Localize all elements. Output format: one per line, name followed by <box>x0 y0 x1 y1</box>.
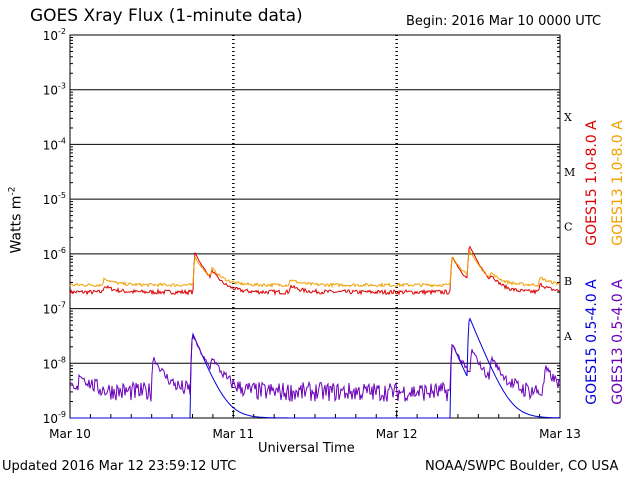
x-tick-label: Mar 11 <box>212 427 254 441</box>
legend-goes15-long: GOES15 1.0-8.0 A <box>584 120 600 246</box>
x-axis-label: Universal Time <box>258 441 355 456</box>
series-line <box>69 249 561 289</box>
y-tick-base: 10 <box>43 412 58 426</box>
legend-goes13-short: GOES13 0.5-4.0 A <box>610 279 626 405</box>
y-tick-label: 10-3 <box>43 82 66 98</box>
y-tick-label: 10-6 <box>43 246 66 262</box>
y-tick-exponent: -4 <box>58 136 66 145</box>
y-tick-label: 10-5 <box>43 191 66 207</box>
plot-frame <box>69 34 561 419</box>
y-tick-base: 10 <box>43 84 58 98</box>
y-tick-label: 10-9 <box>43 410 66 426</box>
y-tick-exponent: -6 <box>58 246 66 255</box>
legend-goes15-short: GOES15 0.5-4.0 A <box>584 279 600 405</box>
y-tick-label: 10-2 <box>43 27 66 43</box>
y-tick-label: 10-7 <box>43 301 66 317</box>
y-tick-label: 10-4 <box>43 136 66 152</box>
y-tick-base: 10 <box>43 193 58 207</box>
y-tick-base: 10 <box>43 303 58 317</box>
y-tick-exponent: -8 <box>58 355 66 364</box>
y-tick-base: 10 <box>43 138 58 152</box>
y-tick-exponent: -9 <box>58 410 66 419</box>
begin-time: Begin: 2016 Mar 10 0000 UTC <box>406 14 602 29</box>
flare-class-label: B <box>564 275 572 288</box>
chart-title: GOES Xray Flux (1-minute data) <box>30 6 303 26</box>
series-line <box>69 334 561 403</box>
y-tick-exponent: -7 <box>58 301 66 310</box>
x-tick-label: Mar 10 <box>49 427 91 441</box>
y-tick-base: 10 <box>43 357 58 371</box>
y-tick-label: 10-8 <box>43 355 66 371</box>
credit-text: NOAA/SWPC Boulder, CO USA <box>425 459 619 474</box>
y-tick-base: 10 <box>43 248 58 262</box>
y-tick-base: 10 <box>43 29 58 43</box>
flare-class-label: X <box>564 111 572 124</box>
flare-class-label: C <box>564 221 572 234</box>
y-tick-exponent: -3 <box>58 82 66 91</box>
x-tick-label: Mar 12 <box>376 427 418 441</box>
flare-class-label: M <box>564 166 575 179</box>
legend-goes13-long: GOES13 1.0-8.0 A <box>610 120 626 246</box>
y-tick-exponent: -5 <box>58 191 66 200</box>
flare-class-label: A <box>563 330 573 343</box>
x-tick-label: Mar 13 <box>539 427 581 441</box>
y-tick-exponent: -2 <box>58 27 66 36</box>
series-line <box>70 317 560 419</box>
series-line <box>69 245 561 296</box>
updated-timestamp: Updated 2016 Mar 12 23:59:12 UTC <box>2 459 237 474</box>
